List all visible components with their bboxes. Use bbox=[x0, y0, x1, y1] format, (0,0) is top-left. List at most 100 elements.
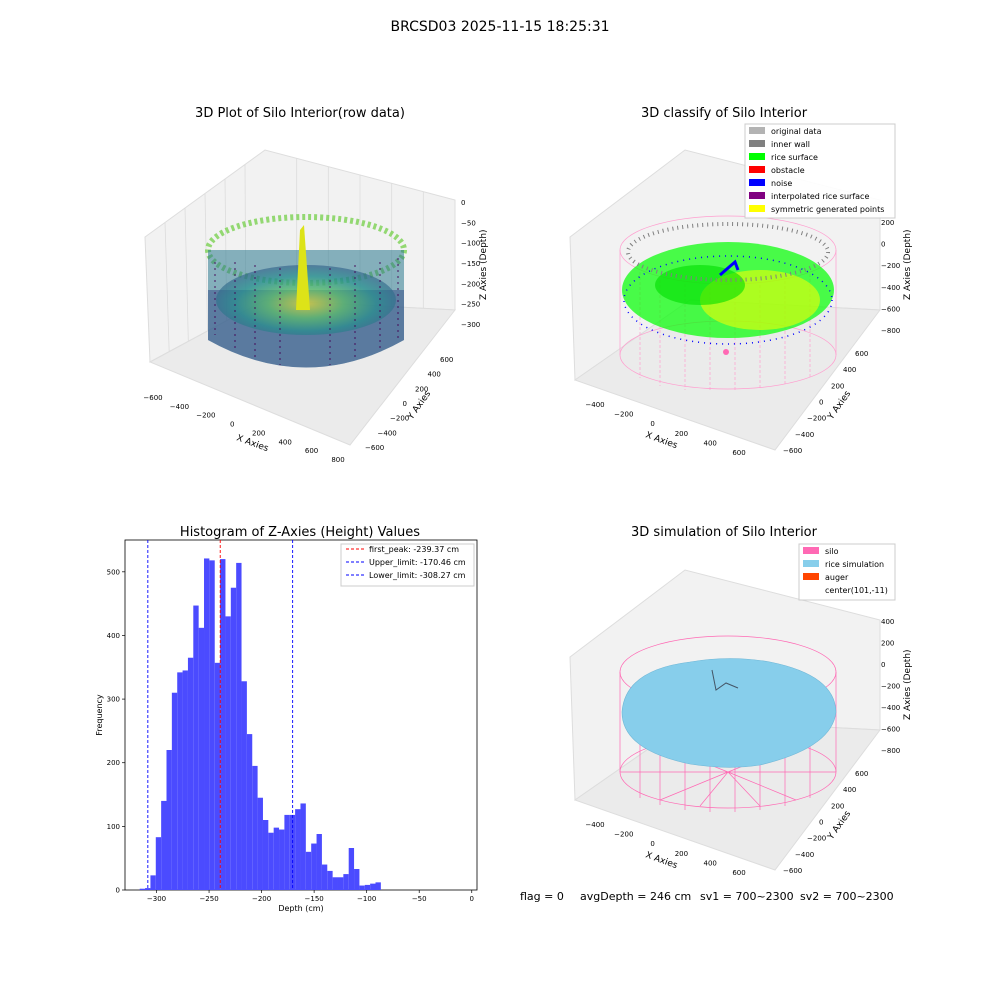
footer-flag: flag = 0 bbox=[520, 890, 564, 903]
histogram-bar bbox=[375, 882, 381, 890]
simulation-rice-surface bbox=[621, 658, 837, 768]
histogram-x-tick-label: −300 bbox=[147, 895, 166, 903]
histogram-y-tick-label: 300 bbox=[107, 696, 120, 704]
y-tick-label: 200 bbox=[831, 382, 844, 390]
figure-suptitle: BRCSD03 2025-11-15 18:25:31 bbox=[390, 19, 609, 35]
histogram-ylabel: Frequency bbox=[95, 694, 104, 736]
panel-simulation-title: 3D simulation of Silo Interior bbox=[631, 525, 818, 540]
histogram-bar bbox=[145, 888, 151, 890]
y-tick-label: −200 bbox=[807, 835, 826, 843]
raw-zlabel: Z Axies (Depth) bbox=[479, 229, 489, 300]
legend-label: obstacle bbox=[771, 166, 805, 175]
z-tick-label: −100 bbox=[461, 240, 480, 248]
x-tick-label: 400 bbox=[704, 859, 717, 867]
classify-ylabel: Y Axies bbox=[826, 389, 854, 422]
y-tick-label: −200 bbox=[807, 415, 826, 423]
classify-points bbox=[622, 222, 834, 355]
panel-raw-title: 3D Plot of Silo Interior(row data) bbox=[195, 106, 405, 121]
histogram-y-tick-label: 100 bbox=[107, 823, 120, 831]
histogram-bar bbox=[193, 605, 199, 890]
simulation-xlabel: X Axies bbox=[644, 850, 679, 871]
classify-tick-labels: −400 −200 0 200 400 600 −600 −400 −200 0 200 400 600… bbox=[585, 219, 900, 457]
histogram-legend: first_peak: -239.37 cm Upper_limit: -170.… bbox=[340, 543, 475, 587]
histogram-bar bbox=[187, 657, 194, 890]
histogram-bar bbox=[268, 832, 274, 890]
simulation-ylabel: Y Axies bbox=[826, 809, 854, 842]
z-tick-label: −800 bbox=[881, 747, 900, 755]
legend-label: center(101,-11) bbox=[825, 586, 888, 595]
raw-grid-line bbox=[204, 193, 208, 332]
z-tick-label: 0 bbox=[461, 199, 465, 207]
x-tick-label: −400 bbox=[585, 821, 604, 829]
y-tick-label: 200 bbox=[831, 802, 844, 810]
legend-swatch bbox=[749, 140, 765, 147]
x-tick-label: 200 bbox=[675, 850, 688, 858]
y-tick-label: 0 bbox=[819, 399, 823, 407]
histogram-bar bbox=[214, 662, 221, 890]
simulation-tick-labels: −400 −200 0 200 400 600 −600 −400 −200 0 200 400 600… bbox=[585, 618, 900, 877]
z-tick-label: −250 bbox=[461, 301, 480, 309]
classify-zlabel: Z Axies (Depth) bbox=[903, 229, 913, 300]
histogram-x-tick-label: −100 bbox=[357, 895, 376, 903]
y-tick-label: −200 bbox=[390, 415, 409, 423]
x-tick-label: −200 bbox=[614, 411, 633, 419]
y-tick-label: 400 bbox=[843, 786, 856, 794]
histogram-bar bbox=[220, 559, 226, 890]
footer-status: flag = 0 avgDepth = 246 cm sv1 = 700~230… bbox=[520, 890, 894, 903]
legend-swatch bbox=[749, 205, 765, 212]
x-tick-label: −200 bbox=[614, 831, 633, 839]
y-tick-label: −400 bbox=[378, 429, 397, 437]
x-tick-label: 0 bbox=[230, 421, 234, 429]
histogram-x-ticks: −300 −250 −200 −150 −100 −50 0 bbox=[147, 890, 474, 903]
legend-swatch bbox=[803, 560, 819, 567]
classify-legend: original data inner wall rice surface obsta… bbox=[744, 123, 896, 219]
legend-label: noise bbox=[771, 179, 792, 188]
legend-label: auger bbox=[825, 573, 849, 582]
histogram-bar bbox=[284, 814, 290, 890]
histogram-bar bbox=[273, 827, 280, 890]
histogram-bar bbox=[230, 587, 237, 890]
histogram-bar bbox=[209, 560, 215, 890]
y-tick-label: −400 bbox=[795, 431, 814, 439]
histogram-bar bbox=[337, 877, 344, 890]
histogram-bar bbox=[166, 750, 172, 890]
x-tick-label: 0 bbox=[650, 840, 654, 848]
histogram-bar bbox=[171, 692, 178, 890]
legend-label: silo bbox=[825, 547, 839, 556]
legend-label: rice simulation bbox=[825, 560, 884, 569]
histogram-legend-label: Upper_limit: -170.46 cm bbox=[369, 558, 466, 567]
footer-avg-depth: avgDepth = 246 cm bbox=[580, 890, 691, 903]
raw-point-cloud bbox=[205, 214, 407, 368]
z-tick-label: 0 bbox=[881, 661, 885, 669]
z-tick-label: −200 bbox=[881, 262, 900, 270]
histogram-bar bbox=[139, 888, 146, 890]
legend-swatch bbox=[803, 547, 819, 554]
histogram-y-tick-label: 200 bbox=[107, 759, 120, 767]
x-tick-label: 400 bbox=[704, 439, 717, 447]
histogram-legend-label: first_peak: -239.37 cm bbox=[369, 545, 459, 554]
x-tick-label: 800 bbox=[331, 456, 344, 464]
histogram-bar bbox=[246, 734, 253, 890]
legend-swatch bbox=[749, 127, 765, 134]
x-tick-label: 200 bbox=[252, 429, 265, 437]
histogram-x-tick-label: −150 bbox=[305, 895, 324, 903]
histogram-bar bbox=[311, 843, 317, 890]
histogram-x-tick-label: 0 bbox=[470, 895, 474, 903]
histogram-y-tick-label: 500 bbox=[107, 568, 120, 576]
histogram-bar bbox=[155, 837, 162, 890]
histogram-bar bbox=[182, 670, 188, 890]
legend-swatch bbox=[749, 153, 765, 160]
panel-classify-3d: 3D classify of Silo Interior −400 −200 0 20… bbox=[569, 106, 913, 457]
histogram-bar bbox=[332, 877, 338, 890]
histogram-bar bbox=[348, 848, 355, 890]
histogram-bar bbox=[354, 869, 360, 890]
histogram-bar bbox=[359, 885, 365, 890]
x-tick-label: 200 bbox=[675, 430, 688, 438]
histogram-bar bbox=[279, 829, 285, 890]
legend-swatch bbox=[803, 573, 819, 580]
raw-tick-labels: −600−400−2000200400600800−600−400−200020… bbox=[143, 199, 480, 464]
z-tick-label: 0 bbox=[881, 241, 885, 249]
histogram-bar bbox=[305, 851, 312, 890]
histogram-bar bbox=[236, 562, 242, 890]
